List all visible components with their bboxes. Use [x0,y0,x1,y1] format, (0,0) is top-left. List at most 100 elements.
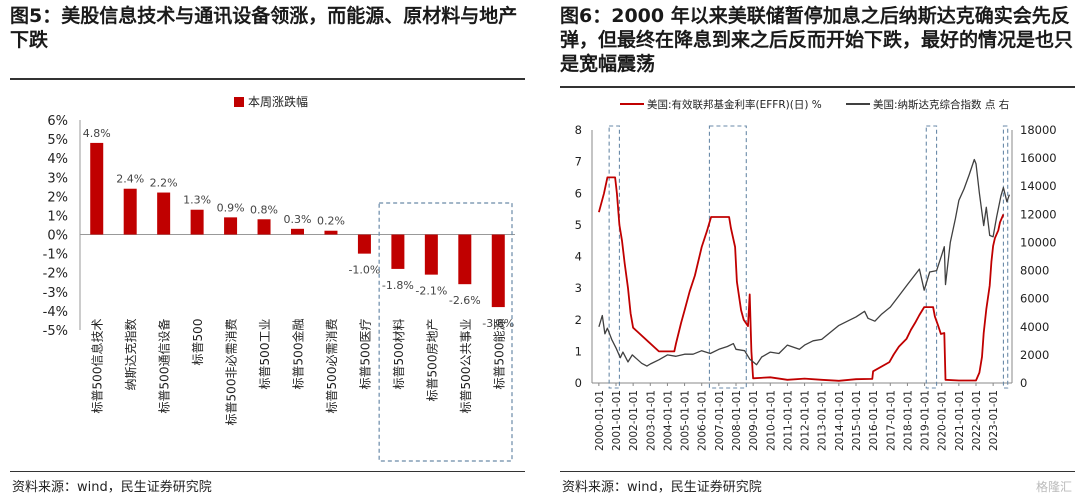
bar [357,234,371,254]
y-tick-label: 2% [47,190,68,205]
watermark-logo: 格隆汇 [1035,480,1072,494]
bar [424,234,438,275]
left-y-tick-label: 3 [575,281,582,295]
x-category-label: 标普500通信设备 [158,319,172,414]
x-category-label: 标普500金融 [291,319,306,390]
bar [324,230,338,235]
left-y-tick-label: 0 [575,376,582,390]
x-tick-label: 2011-01-01 [782,390,794,451]
right-panel: 图6：2000 年以来美联储暂停加息之后纳斯达克确实会先反弹，但最终在降息到来之… [550,0,1080,501]
right-y-tick-label: 16000 [1020,151,1057,165]
right-y-tick-label: 6000 [1020,292,1049,306]
legend-label-nasdaq: 美国:纳斯达克综合指数 点 右 [873,98,1009,111]
bar [90,142,104,235]
x-tick-label: 2010-01-01 [765,390,777,451]
right-line-chart: 美国:有效联邦基金利率(EFFR)(日) % 美国:纳斯达克综合指数 点 右012… [575,98,1057,451]
x-tick-label: 2023-01-01 [988,390,1000,451]
bar-value-label: 0.9% [217,201,245,214]
y-tick-label: -3% [43,286,68,301]
x-tick-label: 2000-01-01 [594,390,606,451]
x-category-label: 标普500公共事业 [459,319,473,414]
bar-value-label: 2.2% [150,177,178,190]
nasdaq-series-line [598,158,1011,367]
right-y-tick-label: 4000 [1020,320,1049,334]
x-tick-label: 2017-01-01 [885,390,897,451]
left-panel: 图5：美股信息技术与通讯设备领涨，而能源、原材料与地产下跌 本周涨跌幅 6% 5% 4… [0,0,530,501]
right-title-rule [560,86,1075,88]
right-y-tick-label: 8000 [1020,264,1049,278]
x-tick-label: 2007-01-01 [714,390,726,451]
x-tick-label: 2005-01-01 [680,390,692,451]
x-category-label: 标普500非必需消费 [225,319,239,426]
right-chart-title: 图6：2000 年以来美联储暂停加息之后纳斯达克确实会先反弹，但最终在降息到来之… [560,5,1074,75]
right-y-tick-label: 14000 [1020,179,1057,193]
bar-value-label: -1.8% [382,279,414,292]
right-y-tick-label: 0 [1020,376,1027,390]
bar-value-label: 1.3% [183,194,211,207]
x-tick-label: 2015-01-01 [851,390,863,451]
bar [224,217,238,235]
y-tick-label: -1% [43,248,68,263]
legend-label: 本周涨跌幅 [248,94,308,109]
highlight-period-box [608,125,620,389]
bar-value-label: 0.3% [284,213,312,226]
highlight-period-box [1002,125,1009,389]
bar-value-label: 4.8% [83,127,111,140]
bar-value-label: 2.4% [116,173,144,186]
x-tick-label: 2019-01-01 [920,390,932,451]
right-y-tick-label: 2000 [1020,348,1049,362]
y-tick-label: 1% [47,209,68,224]
x-category-label: 标普500工业 [258,319,272,390]
highlight-period-box [708,125,747,389]
y-tick-label: 4% [47,152,68,167]
y-tick-label: -2% [43,267,68,282]
highlight-period-box [925,125,938,389]
right-y-tick-label: 10000 [1020,235,1057,249]
x-category-label: 标普500信息技术 [90,319,105,414]
x-tick-label: 2020-01-01 [937,390,949,451]
bar-value-label: -2.6% [449,294,481,307]
bar [291,228,304,235]
x-tick-label: 2003-01-01 [645,390,657,451]
bar [391,234,405,269]
x-tick-label: 2006-01-01 [697,390,709,451]
left-y-tick-label: 4 [575,250,582,264]
bar [123,188,137,235]
bar [458,234,472,285]
x-category-label: 标普500能源 [492,319,506,390]
left-chart-title: 图5：美股信息技术与通讯设备领涨，而能源、原材料与地产下跌 [10,5,518,51]
x-tick-label: 2016-01-01 [868,390,880,451]
bar-value-label: -3.8% [482,317,514,330]
x-category-label: 标普500医疗 [358,319,372,390]
right-y-tick-label: 18000 [1020,123,1057,137]
left-y-tick-label: 8 [575,123,582,137]
left-y-tick-label: 2 [575,313,582,327]
bar-value-label: 0.2% [317,215,345,228]
y-tick-label: 6% [47,114,68,129]
y-tick-label: -5% [43,324,68,339]
right-source-note: 资料来源：wind，民生证券研究院 [562,480,762,495]
y-tick-label: -4% [43,305,68,320]
x-category-label: 标普500材料 [392,319,406,390]
x-tick-label: 2002-01-01 [628,390,640,451]
x-tick-label: 2004-01-01 [662,390,674,451]
x-category-label: 标普500必需消费 [325,319,339,414]
highlight-box [378,202,513,462]
right-source-rule [560,471,1075,472]
legend-label-effr: 美国:有效联邦基金利率(EFFR)(日) % [647,98,822,111]
bar [491,234,505,308]
x-tick-label: 2013-01-01 [817,390,829,451]
left-source-note: 资料来源：wind，民生证券研究院 [12,480,212,495]
right-y-tick-label: 12000 [1020,207,1057,221]
x-tick-label: 2014-01-01 [834,390,846,451]
x-category-label: 标普500 [191,319,205,366]
left-source-rule [10,471,525,472]
x-tick-label: 2022-01-01 [971,390,983,451]
x-tick-label: 2021-01-01 [954,390,966,451]
bar [190,209,204,235]
y-tick-label: 3% [47,171,68,186]
left-y-tick-label: 1 [575,344,582,358]
left-y-tick-label: 5 [575,218,582,232]
x-category-label: 标普500房地产 [424,319,439,402]
left-y-tick-label: 6 [575,186,582,200]
